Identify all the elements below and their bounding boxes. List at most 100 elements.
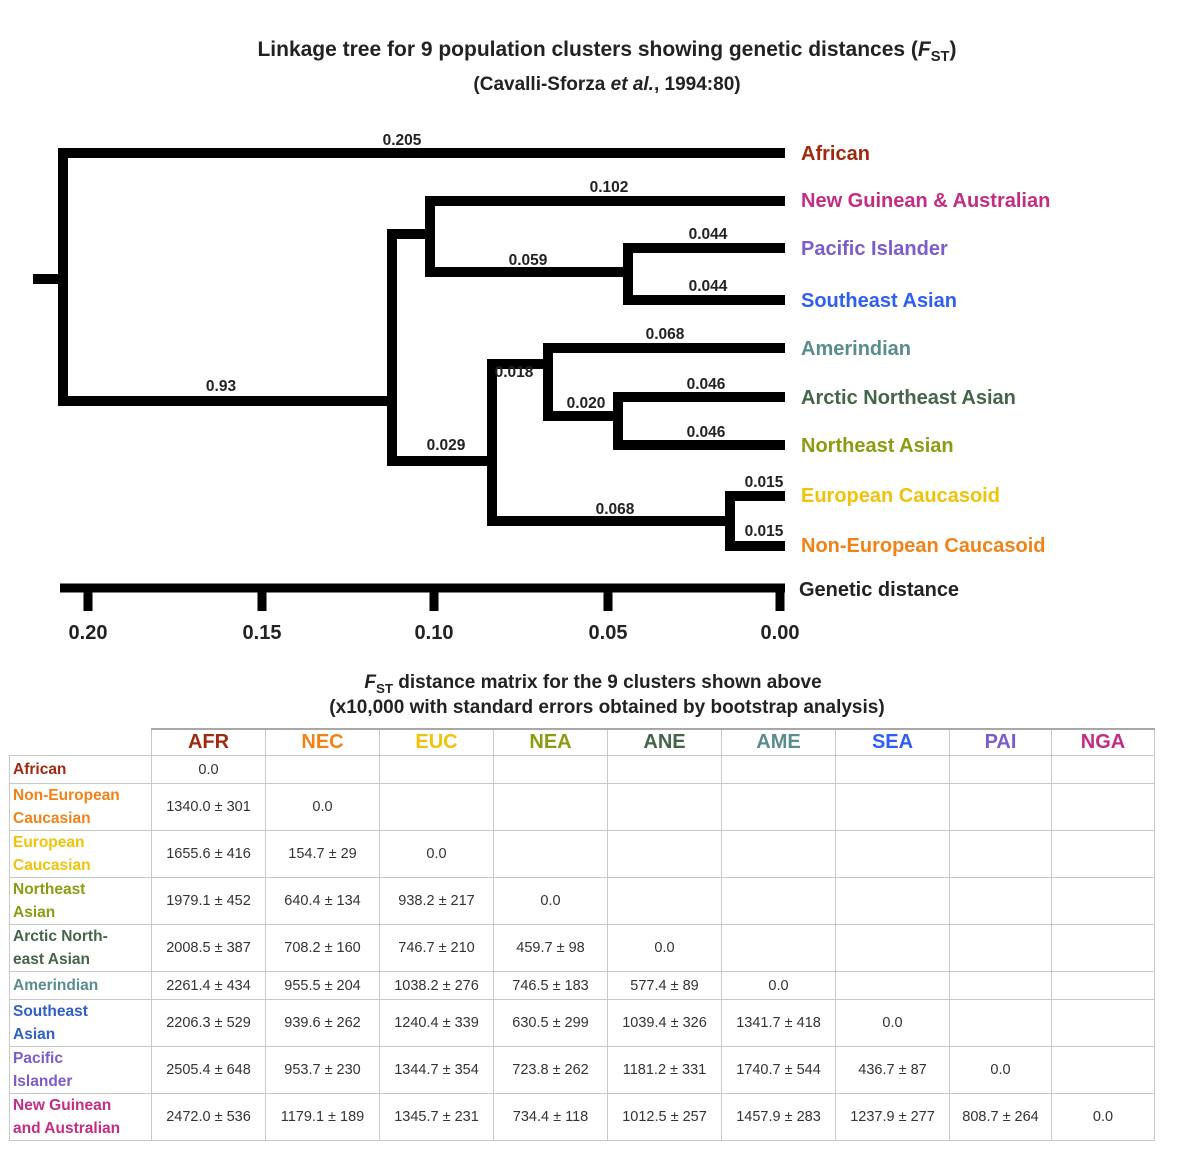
matrix-cell	[721, 783, 836, 831]
matrix-corner	[9, 729, 152, 756]
leaf-label: Southeast Asian	[801, 290, 957, 312]
row-label-line: Asian	[13, 1026, 56, 1043]
matrix-cell: 808.7 ± 264	[949, 1093, 1052, 1141]
matrix-cell	[607, 783, 722, 831]
row-label: Northeast Asian	[9, 877, 152, 925]
matrix-row: Amerindian 2261.4 ± 434 955.5 ± 204 1038.2 …	[9, 971, 1155, 1000]
column-header: AME	[721, 728, 836, 756]
matrix-cell	[493, 783, 608, 831]
column-header: ANE	[607, 728, 722, 756]
axis-tick-label: 0.15	[243, 622, 282, 644]
matrix-cell	[721, 877, 836, 925]
branch-label-northeast: 0.046	[687, 424, 726, 441]
leaf-label: Northeast Asian	[801, 435, 954, 457]
matrix-cell	[607, 755, 722, 784]
branch-label-cauc: 0.068	[596, 501, 635, 518]
matrix-cell: 746.7 ± 210	[379, 924, 494, 972]
leaf-label: New Guinean & Australian	[801, 190, 1050, 212]
matrix-cell: 1740.7 ± 544	[721, 1046, 836, 1094]
fst-distance-matrix: AFR NEC EUC NEA ANE AME SEA PAI NGA African 0.0 No…	[9, 728, 1155, 1141]
tree-subtitle: (Cavalli-Sforza et al., 1994:80)	[473, 74, 741, 95]
matrix-cell	[493, 755, 608, 784]
row-label-line: Non-European	[13, 787, 120, 804]
row-label-line: Northeast	[13, 881, 86, 898]
matrix-cell	[835, 755, 950, 784]
branch-label-arctic: 0.046	[687, 376, 726, 393]
row-label-line: Caucasian	[13, 857, 91, 874]
row-label-line: Arctic North-	[13, 928, 108, 945]
matrix-cell	[607, 830, 722, 878]
column-header: AFR	[151, 728, 266, 756]
matrix-cell	[949, 830, 1052, 878]
axis-tick-label: 0.00	[761, 622, 800, 644]
row-label: Arctic North-east Asian	[9, 924, 152, 972]
row-label-line: New Guinean	[13, 1097, 112, 1114]
matrix-cell: 2261.4 ± 434	[151, 971, 266, 1000]
matrix-row: Southeast Asian 2206.3 ± 529 939.6 ± 262 124…	[9, 999, 1155, 1047]
matrix-cell	[721, 924, 836, 972]
branch-label-african: 0.205	[383, 132, 422, 149]
column-header: SEA	[835, 728, 950, 756]
branch-label-european: 0.015	[745, 474, 784, 491]
matrix-cell: 938.2 ± 217	[379, 877, 494, 925]
row-label-line: European	[13, 834, 85, 851]
matrix-cell	[1051, 755, 1155, 784]
matrix-cell: 0.0	[1051, 1093, 1155, 1141]
matrix-cell: 154.7 ± 29	[265, 830, 380, 878]
axis-tick-label: 0.05	[589, 622, 628, 644]
matrix-cell: 1655.6 ± 416	[151, 830, 266, 878]
matrix-cell	[835, 924, 950, 972]
matrix-cell	[835, 971, 950, 1000]
matrix-cell: 0.0	[721, 971, 836, 1000]
row-label-line: Southeast	[13, 1003, 88, 1020]
matrix-cell	[949, 971, 1052, 1000]
matrix-cell	[1051, 877, 1155, 925]
matrix-row: European Caucasian 1655.6 ± 416 154.7 ± 29 0…	[9, 830, 1155, 878]
row-label-line: and Australian	[13, 1120, 121, 1137]
matrix-cell: 955.5 ± 204	[265, 971, 380, 1000]
column-header: NGA	[1051, 728, 1155, 756]
matrix-cell	[721, 830, 836, 878]
matrix-row: Arctic North-east Asian 2008.5 ± 387 708.2…	[9, 924, 1155, 972]
matrix-cell	[1051, 830, 1155, 878]
axis-tick-label: 0.10	[415, 622, 454, 644]
matrix-cell	[265, 755, 380, 784]
matrix-row: African 0.0	[9, 755, 1155, 784]
matrix-cell: 0.0	[151, 755, 266, 784]
matrix-cell	[949, 755, 1052, 784]
branch-label-ngu-aus: 0.102	[590, 179, 629, 196]
matrix-cell: 640.4 ± 134	[265, 877, 380, 925]
matrix-cell: 1344.7 ± 354	[379, 1046, 494, 1094]
matrix-cell	[835, 830, 950, 878]
matrix-row: Pacific Islander 2505.4 ± 648 953.7 ± 230 13…	[9, 1046, 1155, 1094]
matrix-cell: 2206.3 ± 529	[151, 999, 266, 1047]
matrix-cell: 939.6 ± 262	[265, 999, 380, 1047]
row-label: Southeast Asian	[9, 999, 152, 1047]
matrix-cell	[949, 783, 1052, 831]
matrix-subtitle: (x10,000 with standard errors obtained b…	[329, 697, 885, 718]
matrix-cell	[949, 999, 1052, 1047]
matrix-cell: 723.8 ± 262	[493, 1046, 608, 1094]
matrix-cell: 1039.4 ± 326	[607, 999, 722, 1047]
matrix-cell	[949, 877, 1052, 925]
matrix-cell: 436.7 ± 87	[835, 1046, 950, 1094]
matrix-cell	[607, 877, 722, 925]
matrix-cell: 0.0	[379, 830, 494, 878]
genetic-distance-axis	[60, 583, 785, 611]
matrix-cell: 577.4 ± 89	[607, 971, 722, 1000]
matrix-cell	[835, 783, 950, 831]
matrix-cell: 0.0	[949, 1046, 1052, 1094]
matrix-cell: 0.0	[265, 783, 380, 831]
matrix-cell: 1240.4 ± 339	[379, 999, 494, 1047]
row-label-line: Islander	[13, 1073, 73, 1090]
leaf-label: Amerindian	[801, 338, 911, 360]
matrix-cell	[1051, 924, 1155, 972]
matrix-cell: 459.7 ± 98	[493, 924, 608, 972]
row-label: European Caucasian	[9, 830, 152, 878]
matrix-cell	[1051, 971, 1155, 1000]
matrix-row: Non-European Caucasian 1340.0 ± 301 0.0	[9, 783, 1155, 831]
row-label: Pacific Islander	[9, 1046, 152, 1094]
matrix-cell: 1038.2 ± 276	[379, 971, 494, 1000]
matrix-cell: 1179.1 ± 189	[265, 1093, 380, 1141]
column-header: NEA	[493, 728, 608, 756]
